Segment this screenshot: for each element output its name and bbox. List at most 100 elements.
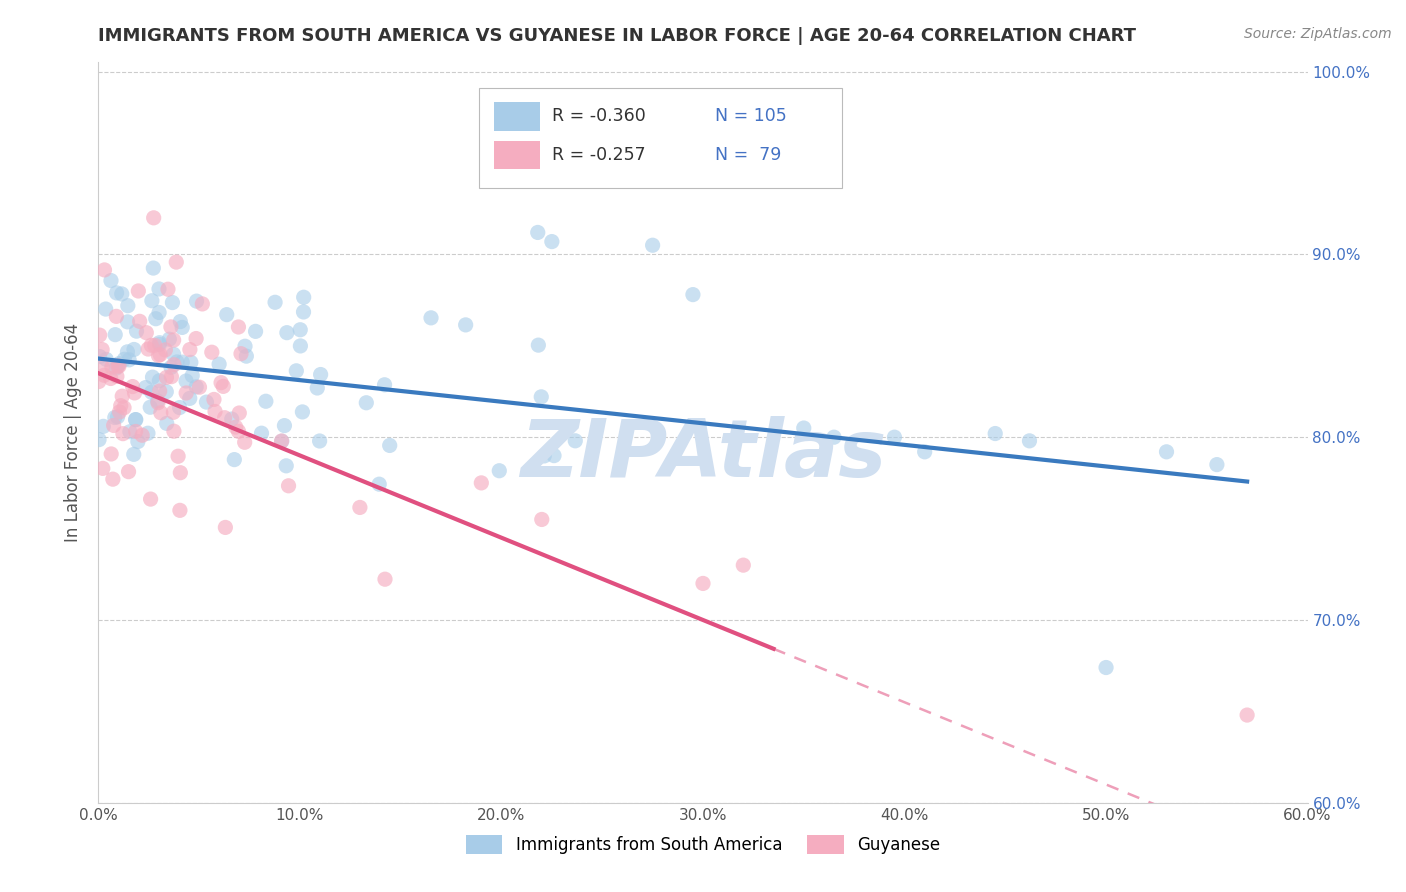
Point [454,318,477,332]
Point [114,352,136,367]
Text: ZIPAtlas: ZIPAtlas [520,416,886,494]
Point [91,359,114,374]
Point [692,576,714,591]
Point [141,293,163,308]
Point [108,359,131,373]
Point [103,418,125,433]
Point [148,374,170,388]
Point [111,287,134,301]
Point [823,430,845,444]
Point [124,412,146,426]
Point [1206,458,1229,472]
Point [110,399,132,413]
Point [157,332,180,346]
Point [292,290,315,304]
Point [145,311,167,326]
Point [533,449,555,463]
Point [105,369,128,384]
Point [209,376,232,390]
Point [228,406,250,420]
Point [148,305,170,319]
Point [100,371,122,385]
Point [125,324,148,338]
Point [148,349,170,363]
FancyBboxPatch shape [479,88,842,188]
Point [167,449,190,463]
Point [112,401,135,415]
Point [101,359,124,374]
Point [136,426,159,441]
Point [180,355,202,369]
Point [148,335,170,350]
Point [215,308,238,322]
Text: N = 105: N = 105 [716,108,787,126]
Point [127,284,149,298]
FancyBboxPatch shape [494,141,540,169]
Point [125,412,148,426]
FancyBboxPatch shape [494,103,540,130]
Point [127,434,149,449]
Point [290,339,312,353]
Point [276,326,298,340]
Point [135,326,157,340]
Point [149,348,172,362]
Point [214,520,236,534]
Point [122,343,145,357]
Point [191,297,214,311]
Point [125,425,148,439]
Point [229,347,252,361]
Point [179,392,201,406]
Point [883,430,905,444]
Point [530,512,553,526]
Point [1156,445,1178,459]
Point [208,357,231,371]
Point [155,384,177,399]
Point [195,395,218,409]
Point [470,475,492,490]
Point [273,418,295,433]
Point [89,328,111,343]
Y-axis label: In Labor Force | Age 20-64: In Labor Force | Age 20-64 [65,323,83,542]
Point [174,374,197,388]
Point [233,435,256,450]
Legend: Immigrants from South America, Guyanese: Immigrants from South America, Guyanese [458,829,948,861]
Point [290,323,312,337]
Point [100,447,122,461]
Point [117,315,139,329]
Point [148,282,170,296]
Point [204,404,226,418]
Point [162,295,184,310]
Point [292,305,315,319]
Point [172,320,194,334]
Point [212,379,235,393]
Point [156,282,179,296]
Point [188,380,211,394]
Point [179,343,201,357]
Point [169,315,191,329]
Point [122,447,145,461]
Point [225,420,247,434]
Point [221,412,243,426]
Point [307,381,329,395]
Point [162,333,184,347]
Point [308,434,330,448]
Point [540,235,562,249]
Point [264,295,287,310]
Point [91,461,114,475]
Point [142,261,165,276]
Point [291,405,314,419]
Point [793,421,815,435]
Point [276,458,298,473]
Point [163,358,186,372]
Point [131,428,153,442]
Point [641,238,664,252]
Point [1095,660,1118,674]
Point [143,338,166,352]
Point [93,263,115,277]
Point [149,406,172,420]
Point [228,320,250,334]
Point [530,390,553,404]
Point [526,226,548,240]
Point [117,299,139,313]
Point [111,389,134,403]
